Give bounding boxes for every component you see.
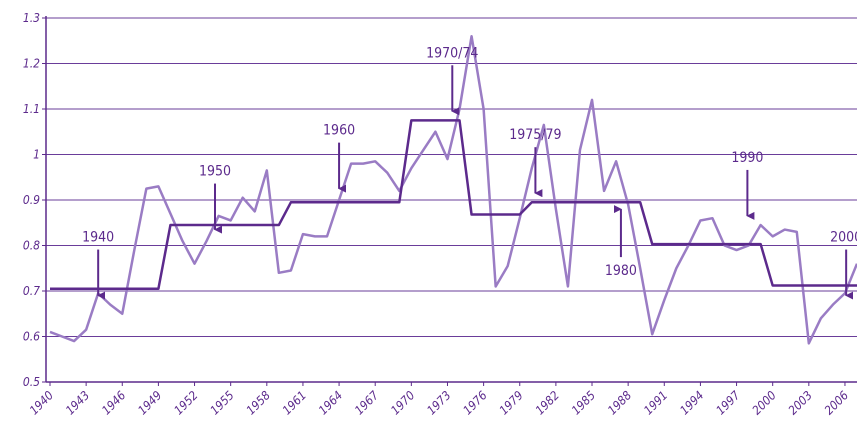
x-tick-label: 1955 xyxy=(207,388,236,417)
x-tick-label: 1994 xyxy=(677,388,706,417)
x-tick-label: 1970 xyxy=(388,388,417,417)
x-tick-label: 1961 xyxy=(280,388,309,417)
y-tick-label: 0.6 xyxy=(23,330,40,344)
x-tick-label: 1982 xyxy=(533,388,562,417)
x-tick-label: 1985 xyxy=(569,388,598,417)
y-tick-label: 0.7 xyxy=(23,284,40,298)
y-tick-label: 1 xyxy=(33,148,40,162)
x-tick-label: 1964 xyxy=(316,388,345,417)
x-tick-label: 1991 xyxy=(641,388,670,417)
x-tick-label: 1979 xyxy=(497,388,526,417)
x-tick-label: 2000 xyxy=(749,388,778,417)
x-tick-label: 1958 xyxy=(244,388,273,417)
annotation: 1960 xyxy=(323,123,355,139)
y-tick-label: 1.3 xyxy=(23,11,40,25)
annotation: 1990 xyxy=(731,150,763,166)
x-tick-label: 1973 xyxy=(424,388,453,417)
series-line xyxy=(49,34,857,345)
annotation: 1980 xyxy=(605,263,637,279)
annotation: 1975/79 xyxy=(509,127,561,143)
x-tick-label: 1940 xyxy=(27,388,56,417)
annotation: 2000 xyxy=(830,230,857,246)
x-tick-label: 1943 xyxy=(63,388,92,417)
annotation: 1940 xyxy=(82,230,114,246)
x-tick-label: 1946 xyxy=(99,388,128,417)
y-tick-label: 0.5 xyxy=(23,375,40,389)
y-tick-label: 0.8 xyxy=(23,239,40,253)
x-tick-label: 1976 xyxy=(460,388,489,417)
x-tick-label: 1997 xyxy=(713,388,742,417)
x-tick-label: 1988 xyxy=(605,388,634,417)
x-tick-label: 2006 xyxy=(822,388,851,417)
y-tick-label: 1.1 xyxy=(23,102,40,116)
annotation: 1970/74 xyxy=(426,45,478,61)
x-tick-label: 1967 xyxy=(352,388,381,417)
y-tick-label: 0.9 xyxy=(23,193,40,207)
x-tick-label: 1949 xyxy=(135,388,164,417)
x-tick-label: 2003 xyxy=(786,388,815,417)
annotation: 1950 xyxy=(199,164,231,180)
x-tick-label: 1952 xyxy=(171,388,200,417)
y-tick-label: 1.2 xyxy=(23,57,40,71)
series-line xyxy=(50,119,857,290)
